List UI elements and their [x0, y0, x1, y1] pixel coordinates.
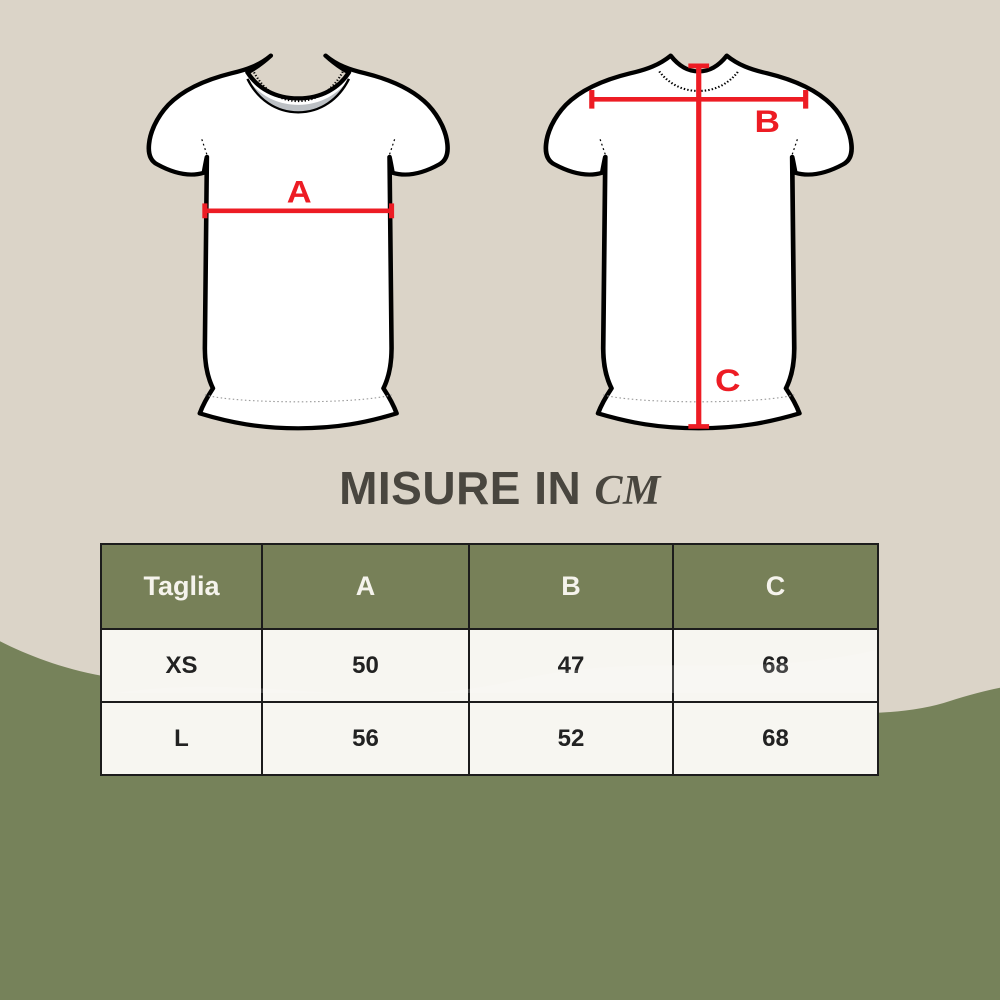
svg-text:C: C [715, 364, 740, 399]
svg-text:A: A [287, 175, 312, 210]
svg-text:B: B [755, 104, 780, 139]
